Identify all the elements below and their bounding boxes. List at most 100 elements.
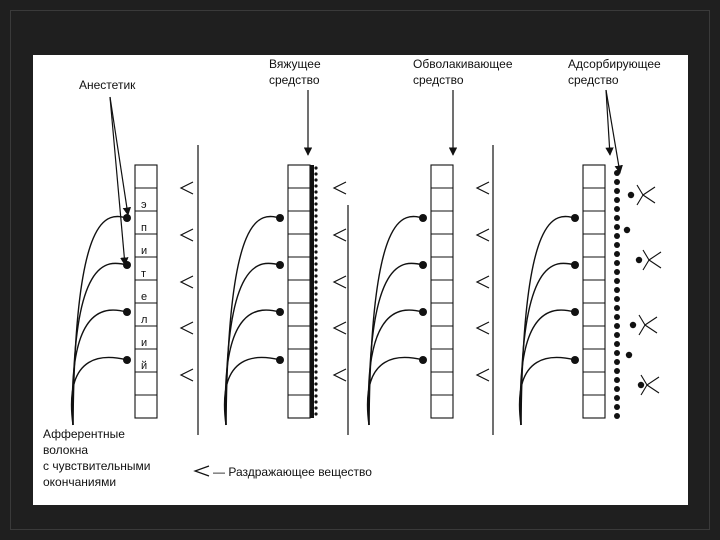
adsorbent-particle (614, 170, 620, 176)
astringent-particle (314, 202, 318, 206)
epithelium-column (430, 164, 454, 419)
label-anesthetic: Анестетик (79, 78, 136, 92)
adsorbent-particle (614, 413, 620, 419)
astringent-particle (314, 274, 318, 278)
irritant-icon (475, 181, 490, 195)
astringent-particle (314, 388, 318, 392)
adsorbent-particle (614, 206, 620, 212)
astringent-particle (314, 340, 318, 344)
adsorbent-particle (637, 381, 645, 389)
adsorbent-particle (614, 260, 620, 266)
astringent-particle (314, 172, 318, 176)
adsorbent-particle (614, 386, 620, 392)
irritant-icon (179, 275, 194, 289)
adsorbent-particle (614, 188, 620, 194)
irritant-icon (475, 275, 490, 289)
adsorbent-particle (614, 197, 620, 203)
astringent-particle (314, 250, 318, 254)
irritant-icon (332, 275, 347, 289)
astringent-particle (314, 394, 318, 398)
irritant-icon (475, 321, 490, 335)
astringent-particle (314, 328, 318, 332)
anesthetic-arrows (109, 96, 132, 266)
adsorbent-particle (614, 377, 620, 383)
nerve-ending (276, 261, 284, 269)
irritant-icon (179, 321, 194, 335)
adsorbent-particle (614, 215, 620, 221)
nerve-ending (276, 356, 284, 364)
epithelium-letter-2: п (141, 222, 147, 234)
epithelium-letters: э п и т е л и й (141, 199, 147, 372)
epithelium-column (582, 164, 606, 419)
astringent-particle (314, 262, 318, 266)
astringent-particle (314, 232, 318, 236)
nerve-ending (419, 356, 427, 364)
epithelium-letter-8: й (141, 360, 147, 372)
astringent-particle (314, 370, 318, 374)
astringent-particle (314, 382, 318, 386)
captured-irritant-icon (636, 184, 656, 206)
irritant-icon (332, 181, 347, 195)
irritant-icon (179, 228, 194, 242)
irritant-icon (332, 228, 347, 242)
adsorbent-particle (614, 359, 620, 365)
astringent-particle (314, 178, 318, 182)
label-afferent-2: волокна (43, 443, 88, 457)
epithelium-letter-1: э (141, 199, 147, 211)
adsorbent-particle (614, 233, 620, 239)
astringent-particle (314, 190, 318, 194)
astringent-particle (314, 298, 318, 302)
astringent-particle (314, 196, 318, 200)
adsorbent-particle (614, 224, 620, 230)
epithelium-letter-5: е (141, 291, 147, 303)
astringent-particle (314, 376, 318, 380)
astringent-particle (314, 268, 318, 272)
irritant-icon (179, 368, 194, 382)
irritant-legend-icon (193, 465, 210, 477)
pharmacology-figure: Анестетик Вяжущее средство Обволакивающе… (33, 55, 688, 505)
adsorbent-particle (614, 341, 620, 347)
astringent-particle (314, 226, 318, 230)
afferent-fiber (225, 215, 281, 426)
adsorbent-particle (623, 226, 631, 234)
label-astringent-2: средство (269, 73, 320, 87)
astringent-particle (314, 310, 318, 314)
afferent-fiber (368, 215, 424, 426)
nerve-ending (123, 356, 131, 364)
irritant-icon (332, 368, 347, 382)
label-afferent-3: с чувствительными (43, 459, 151, 473)
astringent-particle (314, 166, 318, 170)
afferent-fiber (519, 309, 576, 426)
astringent-particle (314, 358, 318, 362)
afferent-fiber (224, 309, 281, 426)
astringent-particle (314, 280, 318, 284)
adsorbent-particle (614, 287, 620, 293)
adsorbent-particle (614, 305, 620, 311)
astringent-particle (314, 334, 318, 338)
label-enveloping-1: Обволакивающее (413, 57, 513, 71)
adsorbent-particle (614, 395, 620, 401)
adsorbent-particle (614, 314, 620, 320)
diagram-svg: Анестетик Вяжущее средство Обволакивающе… (43, 57, 662, 489)
astringent-particle (314, 292, 318, 296)
irritant-icon (332, 321, 347, 335)
nerve-ending (419, 261, 427, 269)
nerve-ending (571, 214, 579, 222)
astringent-particle (314, 406, 318, 410)
astringent-particle (314, 322, 318, 326)
nerve-ending (123, 308, 131, 316)
adsorbent-particle (614, 332, 620, 338)
legend-text: — Раздражающее вещество (213, 465, 372, 479)
astringent-particle (314, 238, 318, 242)
slide-frame (10, 10, 710, 530)
adsorbent-particle (627, 191, 635, 199)
astringent-particle (314, 214, 318, 218)
label-afferent-4: окончаниями (43, 475, 116, 489)
adsorbent-arrows (605, 89, 623, 174)
astringent-particle (314, 304, 318, 308)
afferent-fiber (366, 356, 424, 426)
afferent-fiber (367, 309, 424, 426)
irritant-icon (475, 368, 490, 382)
epithelium-column (134, 164, 158, 419)
afferent-fiber (223, 356, 281, 426)
